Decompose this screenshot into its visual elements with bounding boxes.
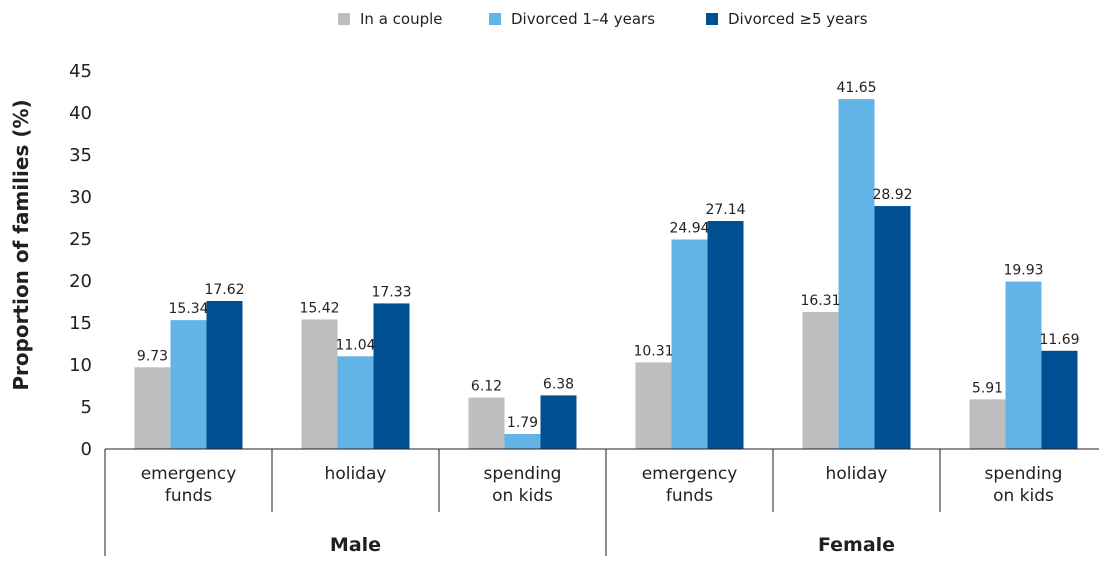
- bar-divorced-1-4-years: [838, 99, 875, 449]
- bar-in-a-couple: [468, 397, 505, 449]
- y-axis-label: Proportion of families (%): [9, 99, 33, 390]
- data-label: 6.12: [471, 379, 502, 395]
- group-label: Male: [330, 534, 381, 556]
- bar-in-a-couple: [301, 319, 338, 449]
- data-label: 41.65: [836, 80, 876, 96]
- y-tick-label: 40: [69, 103, 92, 124]
- data-labels: 9.73 15.34 17.62 15.42 11.04 17.33 6.12 1.79 6.3…: [137, 80, 1080, 431]
- y-tick-label: 30: [69, 187, 92, 208]
- legend: In a couple Divorced 1–4 years Divorced ≥5…: [338, 10, 868, 28]
- category-label: on kids: [993, 486, 1054, 506]
- data-label: 15.34: [168, 301, 208, 317]
- category-label: emergency: [642, 464, 738, 484]
- bar-divorced-5-years: [1041, 350, 1078, 449]
- bar-in-a-couple: [134, 367, 171, 449]
- y-axis-ticks: 0 5 10 15 20 25 30 35 40 45: [69, 61, 92, 460]
- data-label: 11.04: [335, 337, 375, 353]
- y-tick-label: 20: [69, 271, 92, 292]
- data-label: 15.42: [299, 300, 339, 316]
- data-label: 27.14: [705, 202, 745, 218]
- data-label: 5.91: [972, 380, 1003, 396]
- bar-in-a-couple: [635, 362, 672, 449]
- bar-divorced-5-years: [206, 300, 243, 449]
- data-label: 17.62: [204, 282, 244, 298]
- bar-divorced-1-4-years: [170, 320, 207, 449]
- data-label: 6.38: [543, 376, 574, 392]
- bar-divorced-5-years: [540, 395, 577, 449]
- data-label: 16.31: [800, 293, 840, 309]
- y-tick-label: 35: [69, 145, 92, 166]
- data-label: 17.33: [371, 284, 411, 300]
- y-tick-label: 45: [69, 61, 92, 82]
- data-label: 11.69: [1039, 332, 1079, 348]
- y-tick-label: 0: [81, 439, 92, 460]
- y-tick-label: 10: [69, 355, 92, 376]
- data-label: 10.31: [633, 343, 673, 359]
- data-label: 28.92: [872, 187, 912, 203]
- data-label: 24.94: [669, 221, 709, 237]
- legend-swatch-divorced-1-4-years: [489, 13, 501, 25]
- bar-in-a-couple: [802, 311, 839, 449]
- category-label: funds: [666, 486, 713, 506]
- bar-divorced-5-years: [874, 206, 911, 449]
- data-label: 1.79: [507, 415, 538, 431]
- bar-divorced-1-4-years: [1005, 281, 1042, 449]
- category-label: emergency: [141, 464, 237, 484]
- group-labels: Male Female: [330, 534, 895, 556]
- group-label: Female: [818, 534, 895, 556]
- y-tick-label: 25: [69, 229, 92, 250]
- category-label: holiday: [325, 464, 387, 484]
- legend-swatch-in-a-couple: [338, 13, 350, 25]
- category-label: funds: [165, 486, 212, 506]
- legend-label: In a couple: [360, 10, 443, 28]
- bar-divorced-5-years: [373, 303, 410, 449]
- bar-in-a-couple: [969, 399, 1006, 449]
- category-label: spending: [484, 464, 562, 484]
- y-tick-label: 5: [81, 397, 92, 418]
- bar-divorced-5-years: [707, 221, 744, 449]
- legend-swatch-divorced-5-years: [706, 13, 718, 25]
- category-label: on kids: [492, 486, 553, 506]
- legend-label: Divorced ≥5 years: [728, 10, 868, 28]
- category-label: holiday: [826, 464, 888, 484]
- legend-label: Divorced 1–4 years: [511, 10, 655, 28]
- bar-divorced-1-4-years: [337, 356, 374, 449]
- x-axis: [104, 448, 1099, 556]
- y-tick-label: 15: [69, 313, 92, 334]
- data-label: 9.73: [137, 348, 168, 364]
- bar-divorced-1-4-years: [671, 239, 708, 449]
- bar-divorced-1-4-years: [504, 433, 541, 449]
- category-label: spending: [985, 464, 1063, 484]
- data-label: 19.93: [1003, 263, 1043, 279]
- bars: [134, 99, 1078, 449]
